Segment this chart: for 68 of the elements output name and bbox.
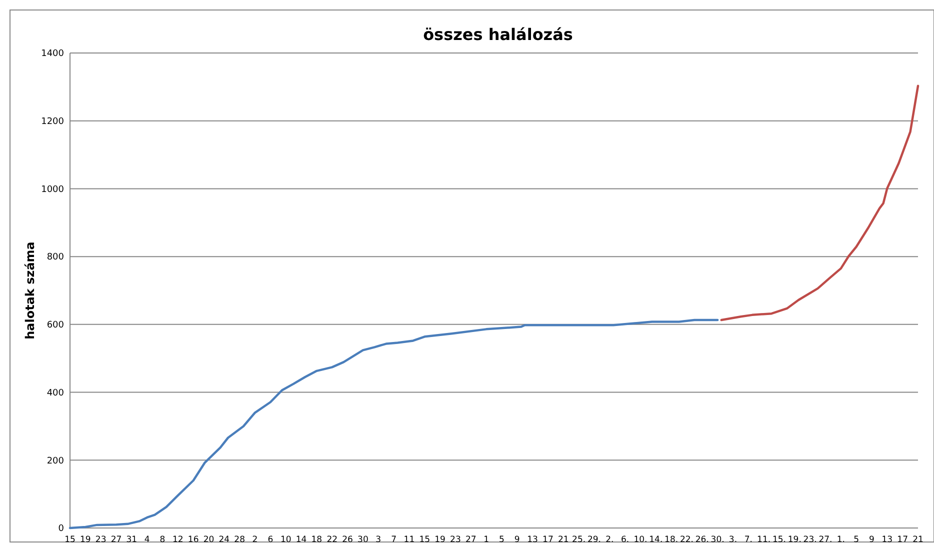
- x-tick-label: 3: [376, 535, 382, 545]
- x-tick-label: 13: [527, 535, 538, 545]
- y-tick-label: 600: [46, 320, 64, 331]
- x-tick-label: 31: [126, 535, 138, 545]
- x-tick-label: 30.: [710, 535, 724, 545]
- x-tick-label: 21: [912, 535, 924, 545]
- x-tick-label: 7.: [744, 535, 752, 545]
- x-tick-label: 15: [419, 535, 430, 545]
- x-tick-label: 17: [542, 535, 554, 545]
- x-tick-label: 27: [465, 535, 476, 545]
- line-series: [68, 318, 719, 530]
- x-tick-label: 16: [188, 535, 199, 545]
- x-tick-label: 23.: [803, 535, 817, 545]
- x-tick-label: 10.: [634, 535, 648, 545]
- x-tick-label: 10: [280, 535, 292, 545]
- x-tick-label: 19: [434, 535, 446, 545]
- x-tick-label: 11.: [757, 535, 771, 545]
- x-tick-label: 26: [342, 535, 353, 545]
- chart-title: összes halálozás: [423, 25, 573, 44]
- y-tick-label: 400: [46, 388, 64, 398]
- x-tick-label: 2.: [606, 535, 614, 545]
- x-tick-label: 1: [484, 535, 489, 545]
- x-tick-label: 20: [203, 535, 214, 545]
- x-tick-label: 8: [160, 535, 166, 545]
- x-tick-label: 9: [514, 535, 520, 545]
- x-tick-label: 2: [252, 535, 258, 545]
- x-tick-label: 18.: [664, 535, 678, 545]
- y-tick-label: 1200: [41, 117, 64, 128]
- x-tick-label: 27.: [818, 535, 832, 545]
- x-tick-label: 21: [558, 535, 569, 545]
- y-axis-title: halotak száma: [23, 242, 37, 340]
- x-tick-label: 9: [869, 535, 874, 545]
- x-tick-label: 17: [897, 535, 908, 545]
- x-tick-label: 30: [358, 535, 368, 545]
- x-tick-label: 24: [218, 535, 230, 545]
- x-tick-label: 7: [391, 535, 396, 545]
- x-tick-label: 6: [268, 535, 274, 545]
- x-tick-label: 27: [110, 535, 122, 545]
- x-tick-label: 15: [64, 535, 76, 545]
- x-tick-label: 25.: [572, 535, 586, 545]
- y-tick-label: 1000: [41, 184, 64, 195]
- x-tick-label: 1.: [836, 535, 845, 545]
- x-tick-label: 22.: [680, 535, 694, 545]
- x-tick-label: 19: [80, 535, 91, 545]
- x-tick-label: 26.: [695, 535, 709, 545]
- line-series: [720, 84, 920, 322]
- x-tick-label: 28: [234, 535, 246, 545]
- x-tick-label: 13: [882, 535, 893, 545]
- y-tick-label: 800: [46, 252, 64, 263]
- x-tick-label: 19.: [788, 535, 802, 545]
- x-tick-label: 6.: [620, 535, 630, 545]
- x-tick-label: 3.: [728, 535, 738, 545]
- x-tick-label: 22: [326, 535, 338, 545]
- x-tick-label: 23: [450, 535, 461, 545]
- x-tick-label: 15.: [772, 535, 786, 545]
- x-tick-label: 14: [296, 535, 307, 545]
- x-tick-label: 11: [404, 535, 415, 545]
- x-tick-label: 5: [854, 535, 860, 545]
- x-tick-label: 5: [499, 535, 504, 545]
- x-tick-label: 29.: [587, 535, 601, 545]
- x-tick-label: 4: [144, 535, 150, 545]
- y-tick-label: 1400: [41, 49, 64, 60]
- x-tick-label: 12: [172, 535, 184, 545]
- y-tick-label: 0: [58, 524, 64, 534]
- x-tick-label: 18: [311, 535, 322, 545]
- y-tick-label: 200: [46, 456, 64, 466]
- x-tick-label: 14.: [649, 535, 663, 545]
- x-tick-label: 23: [95, 535, 106, 545]
